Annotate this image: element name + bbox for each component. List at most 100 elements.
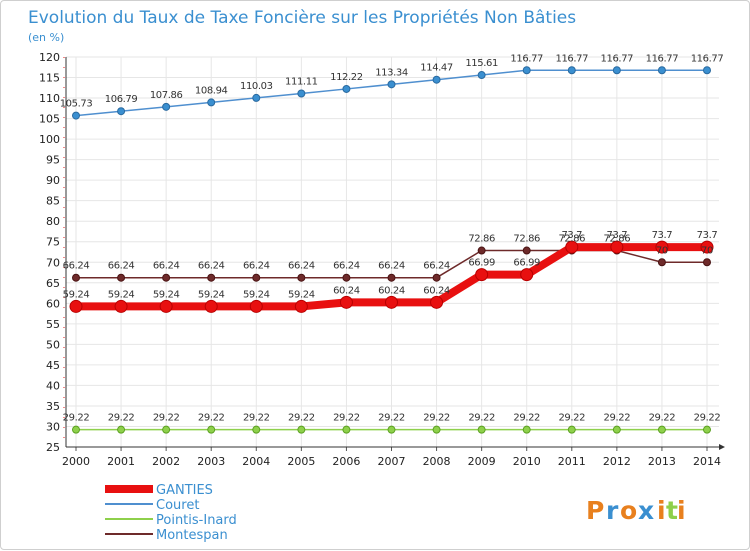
data-point-couret — [387, 80, 396, 89]
y-tick-label: 95 — [46, 154, 60, 167]
x-tick-label: 2003 — [197, 455, 225, 468]
data-point-pointis-inard — [252, 425, 261, 434]
data-label-pointis-inard: 29.22 — [198, 413, 225, 424]
y-tick-label: 90 — [46, 174, 60, 187]
legend-label-couret: Couret — [156, 498, 199, 513]
data-label-montespan: 72.86 — [558, 234, 585, 245]
data-point-couret — [162, 102, 171, 111]
data-label-couret: 116.77 — [601, 53, 634, 64]
data-point-ganties — [249, 299, 263, 313]
x-tick-label: 2006 — [332, 455, 360, 468]
data-label-ganties: 73.7 — [561, 230, 582, 241]
data-point-montespan — [297, 273, 306, 282]
data-point-montespan — [207, 273, 216, 282]
data-label-ganties: 73.7 — [652, 230, 673, 241]
series-layer — [69, 66, 714, 434]
grid — [66, 56, 719, 448]
data-point-montespan — [657, 258, 666, 267]
logo-letter: i — [677, 496, 686, 525]
x-tick-label: 2011 — [558, 455, 586, 468]
legend-label-pointis-inard: Pointis-Inard — [156, 513, 237, 528]
data-label-ganties: 60.24 — [333, 285, 360, 296]
data-label-ganties: 59.24 — [108, 289, 135, 300]
data-label-pointis-inard: 29.22 — [63, 413, 90, 424]
data-label-couret: 108.94 — [195, 85, 228, 96]
data-point-couret — [207, 98, 216, 107]
x-tick-label: 2013 — [648, 455, 676, 468]
data-point-montespan — [477, 246, 486, 255]
y-tick-label: 45 — [46, 359, 60, 372]
data-point-ganties — [204, 299, 218, 313]
chart-title: Evolution du Taux de Taxe Foncière sur l… — [28, 8, 576, 28]
data-label-ganties: 60.24 — [378, 285, 405, 296]
data-label-couret: 116.77 — [646, 53, 679, 64]
data-point-montespan — [703, 258, 711, 267]
data-point-pointis-inard — [477, 425, 486, 434]
data-point-couret — [477, 71, 486, 80]
data-point-pointis-inard — [72, 425, 80, 434]
data-point-ganties — [655, 240, 669, 254]
data-point-pointis-inard — [297, 425, 306, 434]
data-point-couret — [297, 89, 306, 98]
x-axis-arrow — [719, 444, 725, 450]
data-point-pointis-inard — [162, 425, 171, 434]
data-label-pointis-inard: 29.22 — [378, 413, 405, 424]
data-label-couret: 105.73 — [60, 99, 93, 110]
data-point-ganties — [114, 299, 128, 313]
data-point-couret — [72, 111, 80, 120]
y-tick-label: 115 — [39, 72, 60, 85]
plot-area — [66, 57, 719, 447]
data-label-ganties: 66.99 — [468, 258, 495, 269]
data-label-montespan: 70 — [656, 245, 668, 256]
data-label-ganties: 59.24 — [198, 289, 225, 300]
data-point-montespan — [117, 273, 126, 282]
data-point-ganties — [339, 295, 353, 309]
data-point-montespan — [342, 273, 351, 282]
data-point-couret — [657, 66, 666, 75]
data-label-montespan: 66.24 — [108, 261, 135, 272]
data-label-pointis-inard: 29.22 — [513, 413, 540, 424]
data-point-pointis-inard — [207, 425, 216, 434]
y-tick-label: 55 — [46, 318, 60, 331]
data-point-ganties — [475, 268, 489, 282]
y-tick-label: 75 — [46, 236, 60, 249]
data-label-montespan: 66.24 — [63, 261, 90, 272]
data-point-montespan — [72, 273, 80, 282]
x-tick-label: 2004 — [242, 455, 270, 468]
data-label-montespan: 72.86 — [468, 234, 495, 245]
axes: 2530354045505560657075808590951001051101… — [39, 51, 725, 468]
data-label-ganties: 59.24 — [63, 289, 90, 300]
legend-label-ganties: GANTIES — [156, 483, 213, 498]
data-label-montespan: 70 — [701, 245, 713, 256]
data-point-montespan — [387, 273, 396, 282]
data-point-pointis-inard — [387, 425, 396, 434]
data-label-couret: 112.22 — [330, 72, 363, 83]
data-label-couret: 113.34 — [375, 67, 408, 78]
data-point-ganties — [385, 295, 398, 309]
data-label-montespan: 72.86 — [513, 234, 540, 245]
data-point-montespan — [522, 246, 531, 255]
data-label-montespan: 66.24 — [288, 261, 315, 272]
data-label-montespan: 66.24 — [423, 261, 450, 272]
data-point-couret — [567, 66, 576, 75]
data-label-pointis-inard: 29.22 — [604, 413, 631, 424]
data-point-ganties — [69, 299, 83, 313]
data-point-pointis-inard — [567, 425, 576, 434]
data-labels: 59.24 59.24 59.24 59.24 59.24 59.24 60.24 60.24… — [60, 53, 724, 423]
logo-letter: t — [666, 496, 678, 525]
data-label-couret: 114.47 — [420, 63, 453, 74]
data-label-pointis-inard: 29.22 — [243, 413, 270, 424]
data-point-ganties — [159, 299, 173, 313]
data-point-pointis-inard — [342, 425, 351, 434]
data-label-montespan: 66.24 — [198, 261, 225, 272]
data-label-couret: 115.61 — [465, 58, 498, 69]
data-label-montespan: 66.24 — [153, 261, 180, 272]
data-point-couret — [432, 75, 441, 84]
logo-letter: x — [638, 496, 654, 525]
data-point-pointis-inard — [117, 425, 126, 434]
data-label-pointis-inard: 29.22 — [288, 413, 315, 424]
y-tick-label: 70 — [46, 256, 60, 269]
y-tick-label: 100 — [39, 133, 60, 146]
